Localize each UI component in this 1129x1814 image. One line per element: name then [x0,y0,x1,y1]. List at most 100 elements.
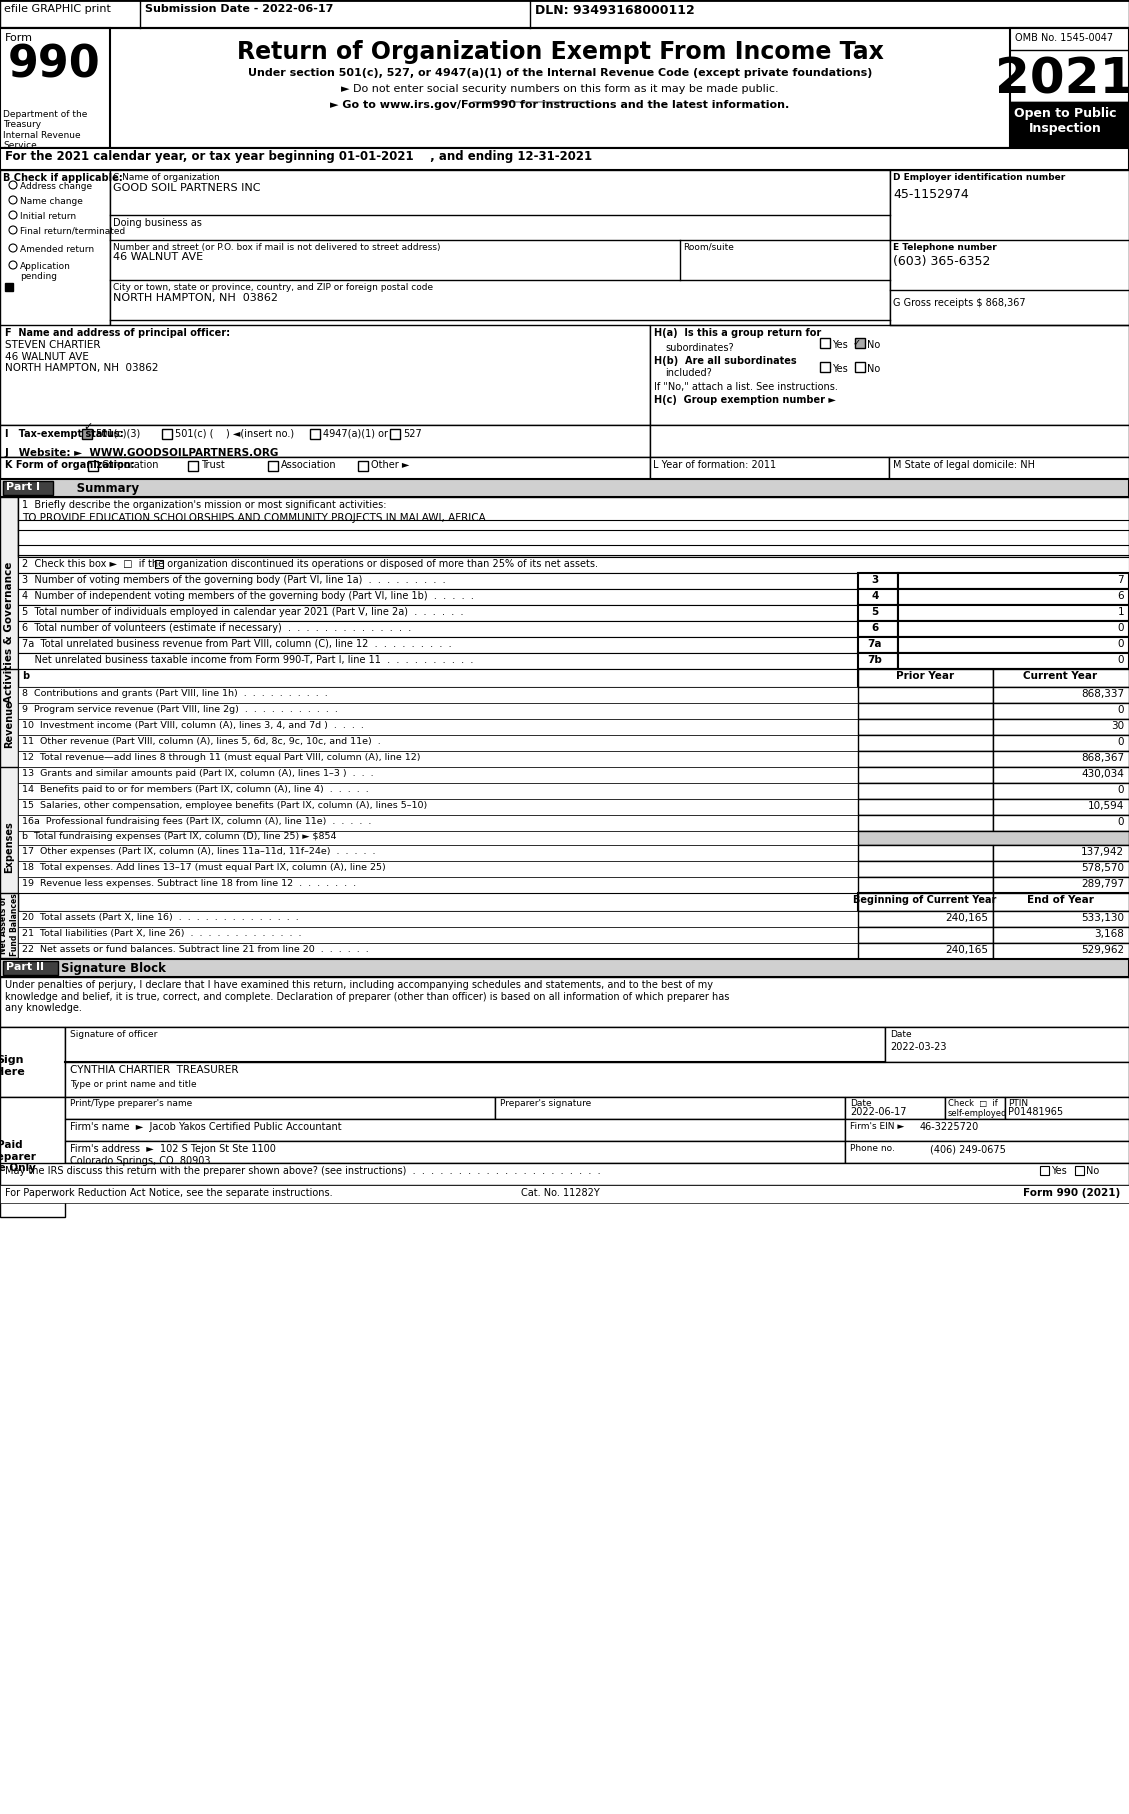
Text: Net Assets or
Fund Balances: Net Assets or Fund Balances [0,894,19,956]
Text: If "No," attach a list. See instructions.: If "No," attach a list. See instructions… [654,383,838,392]
Text: 0: 0 [1118,736,1124,747]
Bar [858,735,994,751]
Text: DLN: 93493168000112: DLN: 93493168000112 [535,4,694,16]
Text: Date: Date [890,1030,911,1039]
Bar [858,927,994,943]
Text: 30: 30 [1111,720,1124,731]
Bar [994,943,1129,960]
Text: 9  Program service revenue (Part VIII, line 2g)  .  .  .  .  .  .  .  .  .  .  .: 9 Program service revenue (Part VIII, li… [21,706,338,715]
Text: No: No [1086,1166,1100,1175]
Bar [0,1097,65,1217]
Bar [0,1027,65,1097]
Text: 12  Total revenue—add lines 8 through 11 (must equal Part VIII, column (A), line: 12 Total revenue—add lines 8 through 11 … [21,753,420,762]
Bar [858,831,1129,845]
Text: 533,130: 533,130 [1080,912,1124,923]
Text: Prior Year: Prior Year [896,671,954,680]
Text: 430,034: 430,034 [1082,769,1124,778]
Bar [858,718,994,735]
Bar [18,784,858,798]
Bar [858,669,994,688]
Bar [994,688,1129,704]
Text: 16a  Professional fundraising fees (Part IX, column (A), line 11e)  .  .  .  .  : 16a Professional fundraising fees (Part … [21,816,371,825]
Text: b: b [21,671,29,680]
Text: Phone no.: Phone no. [850,1145,895,1154]
Bar [858,606,898,620]
Bar [890,171,1129,401]
Text: ► Do not enter social security numbers on this form as it may be made public.: ► Do not enter social security numbers o… [341,83,779,94]
Bar [18,911,858,927]
Bar [18,876,858,892]
Text: Print/Type preparer's name: Print/Type preparer's name [70,1099,192,1108]
Bar [889,457,1129,479]
Text: 8  Contributions and grants (Part VIII, line 1h)  .  .  .  .  .  .  .  .  .  .: 8 Contributions and grants (Part VIII, l… [21,689,327,698]
Bar [18,814,858,831]
Text: 2022-06-17: 2022-06-17 [850,1107,907,1117]
Bar [855,363,865,372]
Text: subordinates?: subordinates? [665,343,734,354]
Text: Firm's name  ►  Jacob Yakos Certified Public Accountant: Firm's name ► Jacob Yakos Certified Publ… [70,1123,342,1132]
Bar [898,637,1129,653]
Text: No: No [867,339,881,350]
Text: Department of the
Treasury
Internal Revenue
Service: Department of the Treasury Internal Reve… [3,111,87,151]
Bar [994,927,1129,943]
Bar [650,325,1129,424]
Bar [820,363,830,372]
Text: 7a: 7a [868,639,882,649]
Bar [858,704,994,718]
Text: B Check if applicable:: B Check if applicable: [3,172,123,183]
Bar [0,424,650,457]
Text: Under penalties of perjury, I declare that I have examined this return, includin: Under penalties of perjury, I declare th… [5,980,729,1014]
Bar [994,704,1129,718]
Bar [0,978,1129,1027]
Bar [18,751,858,767]
Bar [0,669,18,778]
Bar [858,814,994,831]
Bar [858,590,898,606]
Bar [189,461,198,472]
Text: 0: 0 [1118,816,1124,827]
Text: Trust: Trust [201,461,225,470]
Bar [3,961,58,974]
Text: 2021: 2021 [996,54,1129,103]
Bar [18,497,1129,557]
Text: NORTH HAMPTON, NH  03862: NORTH HAMPTON, NH 03862 [113,294,278,303]
Bar [858,784,994,798]
Text: Initial return: Initial return [20,212,76,221]
Text: 11  Other revenue (Part VIII, column (A), lines 5, 6d, 8c, 9c, 10c, and 11e)  .: 11 Other revenue (Part VIII, column (A),… [21,736,380,746]
Text: 4947(a)(1) or: 4947(a)(1) or [323,428,388,439]
Bar [858,845,994,862]
Text: (603) 365-6352: (603) 365-6352 [893,256,990,268]
Text: ✓: ✓ [854,337,861,348]
Bar [1010,102,1129,149]
Text: Sign
Here: Sign Here [0,1056,25,1076]
Bar [495,1097,844,1119]
Text: 2022-03-23: 2022-03-23 [890,1041,946,1052]
Bar [18,845,858,862]
Bar [18,735,858,751]
Text: For the 2021 calendar year, or tax year beginning 01-01-2021    , and ending 12-: For the 2021 calendar year, or tax year … [5,151,592,163]
Text: included?: included? [665,368,711,377]
Text: Form 990 (2021): Form 990 (2021) [1023,1188,1120,1197]
Text: 18  Total expenses. Add lines 13–17 (must equal Part IX, column (A), line 25): 18 Total expenses. Add lines 13–17 (must… [21,863,386,873]
Text: 501(c) (    ) ◄(insert no.): 501(c) ( ) ◄(insert no.) [175,428,295,439]
Bar [994,862,1129,876]
Bar [0,325,650,424]
Text: End of Year: End of Year [1026,894,1094,905]
Bar [155,561,163,568]
Text: 4  Number of independent voting members of the governing body (Part VI, line 1b): 4 Number of independent voting members o… [21,591,474,600]
Text: Colorado Springs, CO  80903: Colorado Springs, CO 80903 [70,1156,210,1166]
Bar [858,637,898,653]
Text: Yes: Yes [832,339,848,350]
Bar [898,590,1129,606]
Bar [82,428,91,439]
Text: 1: 1 [1118,608,1124,617]
Text: May the IRS discuss this return with the preparer shown above? (see instructions: May the IRS discuss this return with the… [5,1166,601,1175]
Text: OMB No. 1545-0047: OMB No. 1545-0047 [1015,33,1113,44]
Text: Corporation: Corporation [100,461,158,470]
Text: Firm's EIN ►: Firm's EIN ► [850,1123,904,1130]
Text: 17  Other expenses (Part IX, column (A), lines 11a–11d, 11f–24e)  .  .  .  .  .: 17 Other expenses (Part IX, column (A), … [21,847,376,856]
Text: 7: 7 [1118,575,1124,584]
Text: Part I: Part I [6,483,40,492]
Bar [994,814,1129,831]
Text: Amended return: Amended return [20,245,94,254]
